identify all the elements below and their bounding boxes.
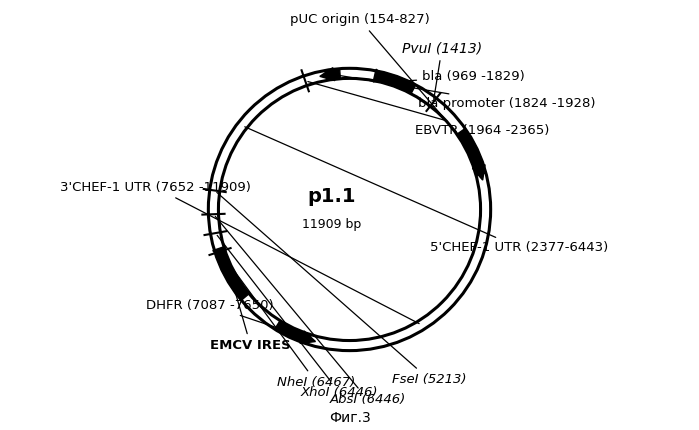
Text: AbsI (6446): AbsI (6446) <box>215 216 406 406</box>
Polygon shape <box>473 165 485 180</box>
Text: XhoI (6446): XhoI (6446) <box>217 235 378 399</box>
Text: p1.1: p1.1 <box>307 187 356 206</box>
Polygon shape <box>275 321 311 344</box>
Text: bla promoter (1824 -1928): bla promoter (1824 -1928) <box>336 75 596 110</box>
Polygon shape <box>320 68 335 80</box>
Text: EMCV IRES: EMCV IRES <box>210 278 291 352</box>
Text: 11909 bp: 11909 bp <box>302 218 361 231</box>
Text: NheI (6467): NheI (6467) <box>222 254 355 389</box>
Text: FseI (5213): FseI (5213) <box>217 192 466 386</box>
Polygon shape <box>457 129 486 175</box>
Text: PvuI (1413): PvuI (1413) <box>402 41 482 99</box>
Text: 3'CHEF-1 UTR (7652 -11909): 3'CHEF-1 UTR (7652 -11909) <box>60 181 419 324</box>
Text: bla (969 -1829): bla (969 -1829) <box>399 70 525 83</box>
Polygon shape <box>215 250 249 300</box>
Text: EBVTR (1964 -2365): EBVTR (1964 -2365) <box>308 82 549 137</box>
Text: DHFR (7087 -7650): DHFR (7087 -7650) <box>146 299 289 332</box>
Text: 5'CHEF-1 UTR (2377-6443): 5'CHEF-1 UTR (2377-6443) <box>245 127 608 254</box>
Text: pUC origin (154-827): pUC origin (154-827) <box>289 13 471 150</box>
Polygon shape <box>212 246 225 262</box>
Polygon shape <box>300 331 315 344</box>
Text: Фиг.3: Фиг.3 <box>329 411 370 425</box>
Polygon shape <box>373 69 389 82</box>
Polygon shape <box>377 71 416 94</box>
Polygon shape <box>325 69 340 80</box>
